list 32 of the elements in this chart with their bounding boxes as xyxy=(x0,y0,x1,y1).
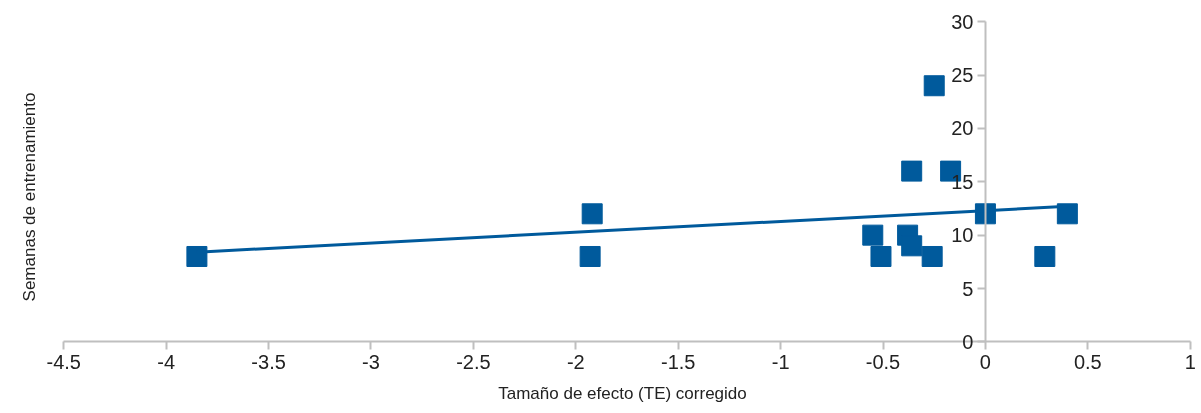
point xyxy=(870,246,892,267)
x-tick-label: -0.5 xyxy=(865,350,901,373)
x-axis-title: Tamaño de efecto (TE) corregido xyxy=(498,383,747,403)
y-tick-label: 20 xyxy=(951,117,974,140)
x-tick-label: 1 xyxy=(1184,350,1196,373)
x-tick-label: 0 xyxy=(979,350,991,373)
y-tick-label: 0 xyxy=(962,330,974,353)
point xyxy=(1034,246,1056,267)
y-tick-label: 15 xyxy=(951,170,974,193)
y-tick-label: 5 xyxy=(962,277,974,300)
y-tick-label: 25 xyxy=(951,64,974,87)
y-axis-title: Semanas de entrenamiento xyxy=(19,92,39,302)
x-tick-label: -3.5 xyxy=(251,350,286,373)
point xyxy=(921,246,943,267)
point xyxy=(1056,203,1078,225)
point xyxy=(901,235,923,257)
point xyxy=(923,75,945,97)
y-tick-label: 10 xyxy=(951,224,974,247)
point xyxy=(186,246,208,267)
x-tick-label: -2 xyxy=(566,350,585,373)
x-tick-label: -1 xyxy=(771,350,790,373)
x-tick-label: -4.5 xyxy=(46,350,82,373)
x-tick-label: -3 xyxy=(362,350,380,373)
point xyxy=(579,246,601,267)
point xyxy=(581,203,603,225)
x-tick-label: -1.5 xyxy=(660,350,696,373)
point xyxy=(862,224,884,246)
y-tick-label: 30 xyxy=(951,10,974,33)
x-tick-label: -2.5 xyxy=(456,350,491,373)
point xyxy=(901,160,923,182)
x-tick-label: -4 xyxy=(157,350,176,373)
x-tick-label: 0.5 xyxy=(1073,350,1102,373)
